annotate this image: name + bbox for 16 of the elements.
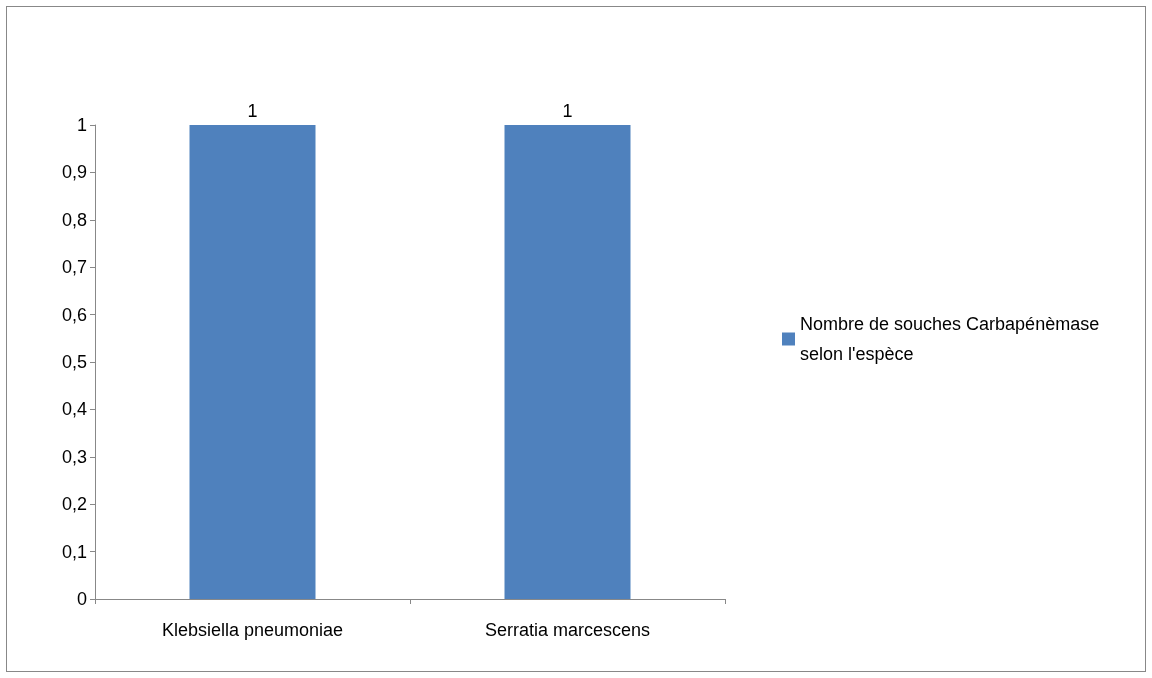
y-tick-label: 0,5 (61, 352, 87, 372)
y-tick-label: 0,2 (61, 494, 87, 515)
y-tick-label: 1 (76, 115, 87, 135)
x-tick-label: Serratia marcescens (484, 620, 651, 640)
y-tick-label: 0,6 (61, 304, 87, 325)
y-tick-label: 0,1 (61, 541, 87, 562)
legend-label: Nombre de souches Carbapénèmase selon l'espèce (800, 314, 1105, 364)
y-tick-label: 0,3 (61, 446, 87, 467)
x-tick-label: Klebsiella pneumoniae (161, 620, 344, 640)
data-label: 1 (247, 101, 258, 121)
y-tick-label: 0,8 (61, 209, 87, 230)
y-tick-label: 0,9 (61, 162, 87, 183)
y-tick-label: 0,4 (61, 399, 87, 420)
y-tick-label: 0 (76, 589, 87, 609)
y-tick-label: 0,7 (61, 257, 87, 278)
data-label: 1 (562, 101, 573, 121)
